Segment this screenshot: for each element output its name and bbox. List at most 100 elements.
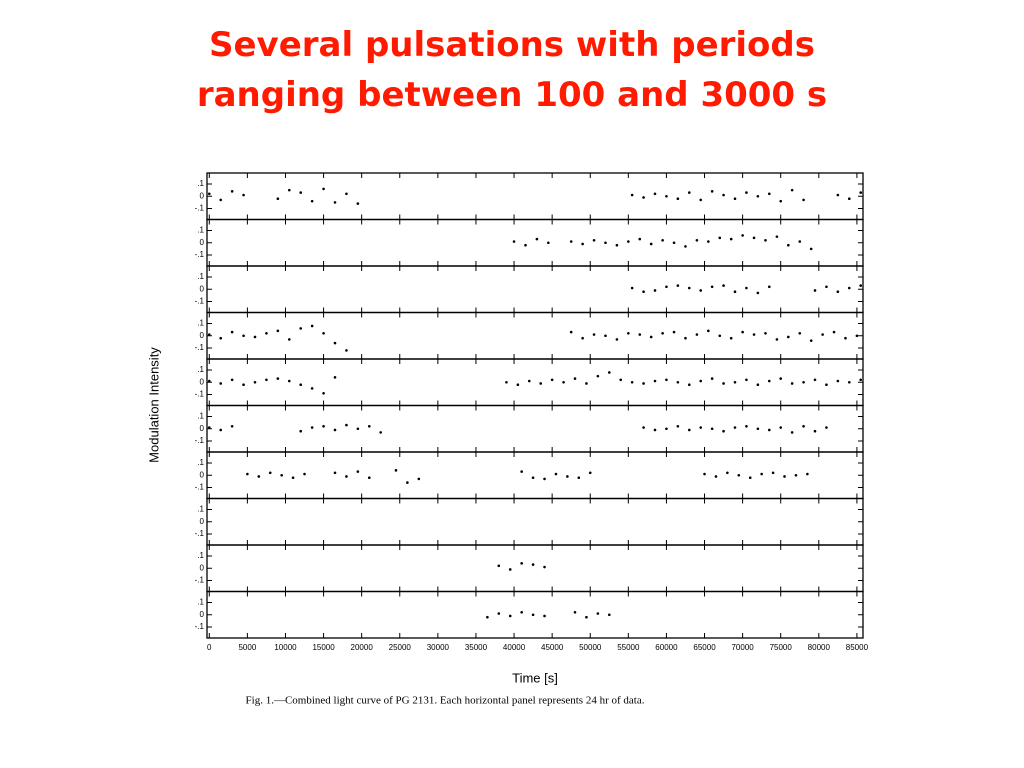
data-point (604, 241, 607, 245)
x-axis-label: Time [s] (512, 670, 558, 685)
x-tick-label: 40000 (503, 643, 526, 652)
data-point (798, 332, 802, 335)
data-point (653, 289, 657, 292)
y-tick-label: -.1 (195, 622, 205, 631)
data-point (219, 428, 223, 432)
data-point (230, 330, 234, 334)
data-point (630, 193, 634, 197)
panel-frame (206, 265, 864, 314)
data-point (726, 471, 729, 475)
data-point (676, 380, 680, 384)
data-point (733, 380, 737, 384)
data-point (596, 612, 600, 615)
data-point (737, 473, 741, 477)
data-point (356, 427, 360, 431)
data-point (707, 240, 710, 243)
y-tick-label: .1 (197, 365, 204, 374)
data-point (687, 428, 691, 432)
data-point (508, 614, 512, 618)
data-point (699, 289, 703, 292)
data-point (322, 187, 325, 191)
data-point (813, 378, 817, 382)
data-point (322, 425, 325, 428)
data-point (276, 197, 280, 200)
data-point (524, 243, 527, 247)
data-point (550, 378, 554, 382)
data-point (569, 330, 573, 334)
data-point (767, 192, 771, 196)
data-point (729, 336, 733, 340)
data-point (322, 391, 325, 395)
data-point (642, 290, 645, 293)
data-point (333, 471, 337, 475)
data-point (607, 613, 611, 617)
data-point (699, 198, 703, 202)
data-point (287, 338, 291, 341)
data-point (394, 469, 398, 472)
y-tick-label: .1 (197, 272, 204, 281)
data-point (577, 476, 581, 479)
data-point (745, 425, 748, 428)
data-point (280, 473, 283, 477)
x-tick-label: 35000 (465, 643, 488, 652)
data-point (699, 379, 703, 383)
data-point (242, 334, 245, 338)
data-point (771, 471, 775, 475)
data-point (764, 239, 767, 242)
data-point (779, 377, 783, 380)
data-point (699, 426, 703, 429)
data-point (756, 291, 760, 295)
data-point (794, 473, 798, 477)
data-point (687, 191, 691, 194)
data-point (207, 379, 211, 383)
data-point (745, 378, 748, 382)
data-point (531, 563, 535, 566)
data-point (486, 615, 489, 619)
data-point (604, 334, 607, 338)
data-point (649, 242, 653, 246)
data-point (790, 188, 794, 192)
data-point (703, 472, 706, 476)
data-point (642, 196, 645, 199)
data-point (581, 336, 584, 340)
data-point (665, 194, 668, 198)
data-point (345, 349, 348, 352)
data-point (779, 199, 783, 203)
x-tick-label: 80000 (808, 643, 831, 652)
data-point (527, 379, 531, 383)
data-point (806, 472, 809, 476)
y-tick-label: .1 (197, 505, 204, 514)
data-point (333, 376, 337, 379)
x-tick-label: 85000 (846, 643, 869, 652)
data-point (825, 285, 828, 289)
x-tick-label: 70000 (731, 643, 754, 652)
x-tick-label: 55000 (617, 643, 640, 652)
panel-frame (206, 497, 864, 546)
x-tick-label: 45000 (541, 643, 564, 652)
data-point (230, 378, 234, 382)
data-point (733, 426, 737, 429)
y-tick-label: -.1 (195, 576, 205, 585)
data-point (687, 383, 691, 386)
data-point (714, 475, 718, 478)
data-point (809, 247, 813, 251)
x-tick-label: 60000 (655, 643, 678, 652)
y-tick-label: 0 (200, 238, 205, 247)
data-point (207, 426, 211, 429)
data-point (813, 289, 817, 292)
data-point (832, 330, 836, 334)
data-point (230, 425, 234, 428)
data-point (821, 333, 824, 336)
y-tick-label: -.1 (195, 436, 205, 445)
data-point (859, 284, 863, 287)
data-point (665, 427, 668, 431)
data-point (310, 199, 314, 203)
data-point (596, 374, 600, 378)
data-point (813, 429, 817, 433)
data-point (333, 201, 337, 204)
y-tick-label: 0 (200, 610, 205, 619)
y-tick-label: .1 (197, 458, 204, 467)
data-point (661, 239, 664, 242)
data-point (588, 471, 592, 475)
x-tick-label: 75000 (770, 643, 793, 652)
